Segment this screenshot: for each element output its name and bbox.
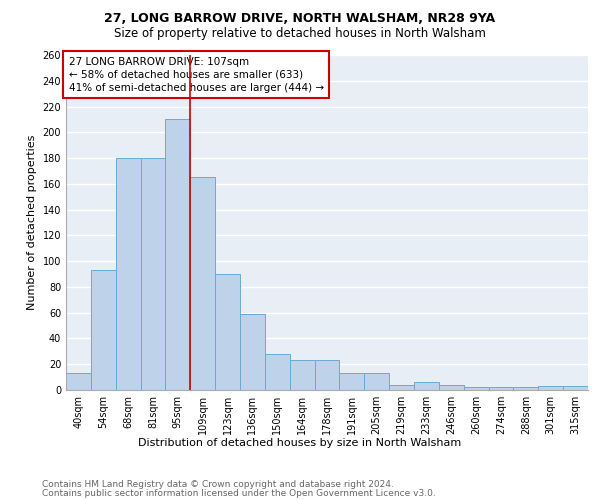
Text: 27 LONG BARROW DRIVE: 107sqm
← 58% of detached houses are smaller (633)
41% of s: 27 LONG BARROW DRIVE: 107sqm ← 58% of de…	[68, 56, 324, 93]
Bar	[464, 388, 488, 390]
Bar	[66, 373, 91, 390]
Bar	[116, 158, 140, 390]
Bar	[190, 178, 215, 390]
Bar	[340, 373, 364, 390]
Bar	[240, 314, 265, 390]
Bar	[538, 386, 563, 390]
Bar	[140, 158, 166, 390]
Bar	[514, 388, 538, 390]
Text: Distribution of detached houses by size in North Walsham: Distribution of detached houses by size …	[139, 438, 461, 448]
Text: Size of property relative to detached houses in North Walsham: Size of property relative to detached ho…	[114, 28, 486, 40]
Text: Contains HM Land Registry data © Crown copyright and database right 2024.: Contains HM Land Registry data © Crown c…	[42, 480, 394, 489]
Bar	[290, 360, 314, 390]
Bar	[314, 360, 340, 390]
Bar	[265, 354, 290, 390]
Bar	[389, 385, 414, 390]
Text: 27, LONG BARROW DRIVE, NORTH WALSHAM, NR28 9YA: 27, LONG BARROW DRIVE, NORTH WALSHAM, NR…	[104, 12, 496, 26]
Text: Contains public sector information licensed under the Open Government Licence v3: Contains public sector information licen…	[42, 488, 436, 498]
Bar	[439, 385, 464, 390]
Bar	[166, 120, 190, 390]
Y-axis label: Number of detached properties: Number of detached properties	[27, 135, 37, 310]
Bar	[563, 386, 588, 390]
Bar	[215, 274, 240, 390]
Bar	[364, 373, 389, 390]
Bar	[91, 270, 116, 390]
Bar	[414, 382, 439, 390]
Bar	[488, 388, 514, 390]
